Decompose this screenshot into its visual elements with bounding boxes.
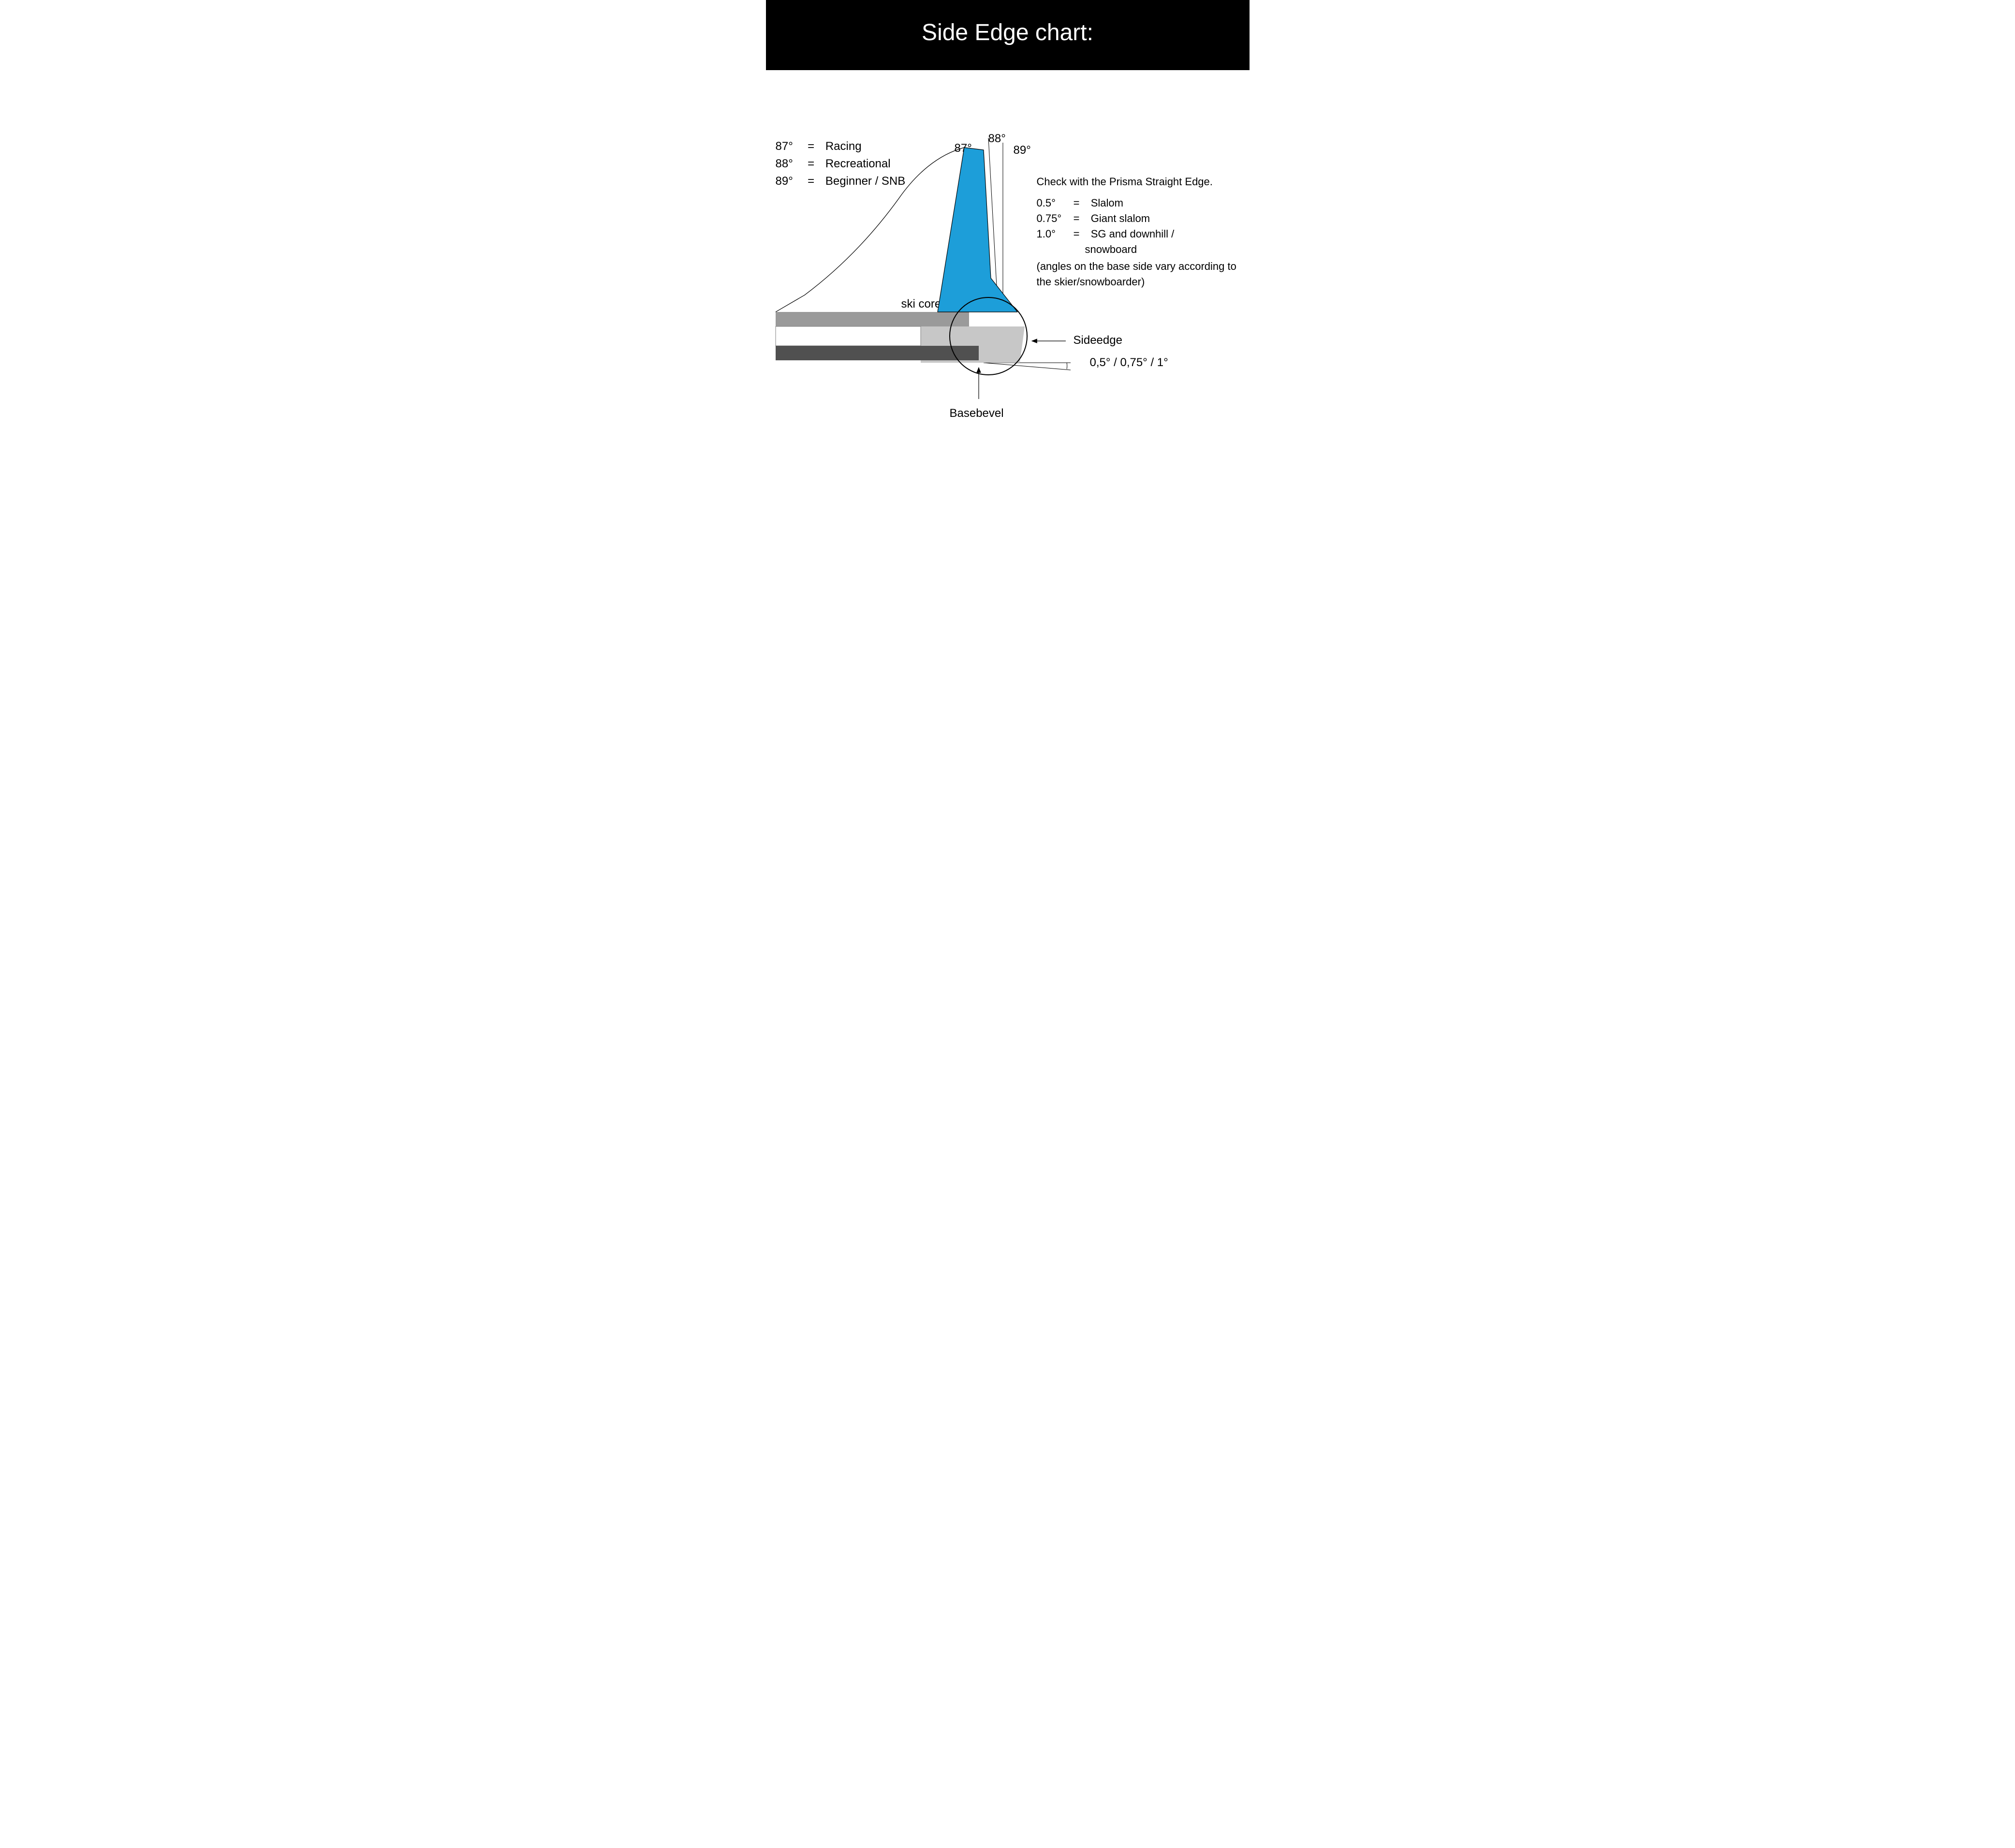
header: Side Edge chart: bbox=[766, 0, 1250, 70]
basebevel-angles: 0,5° / 0,75° / 1° bbox=[1090, 356, 1168, 370]
ski-cross-section-diagram bbox=[776, 128, 1095, 409]
legend-label: Giant slalom bbox=[1091, 212, 1150, 224]
legend-label: SG and downhill / bbox=[1091, 228, 1174, 240]
content: 87° = Racing 88° = Recreational 89° = Be… bbox=[766, 70, 1250, 438]
legend-label: Slalom bbox=[1091, 197, 1123, 209]
basebevel-label: Basebevel bbox=[950, 407, 1004, 420]
page-title: Side Edge chart: bbox=[776, 19, 1240, 46]
